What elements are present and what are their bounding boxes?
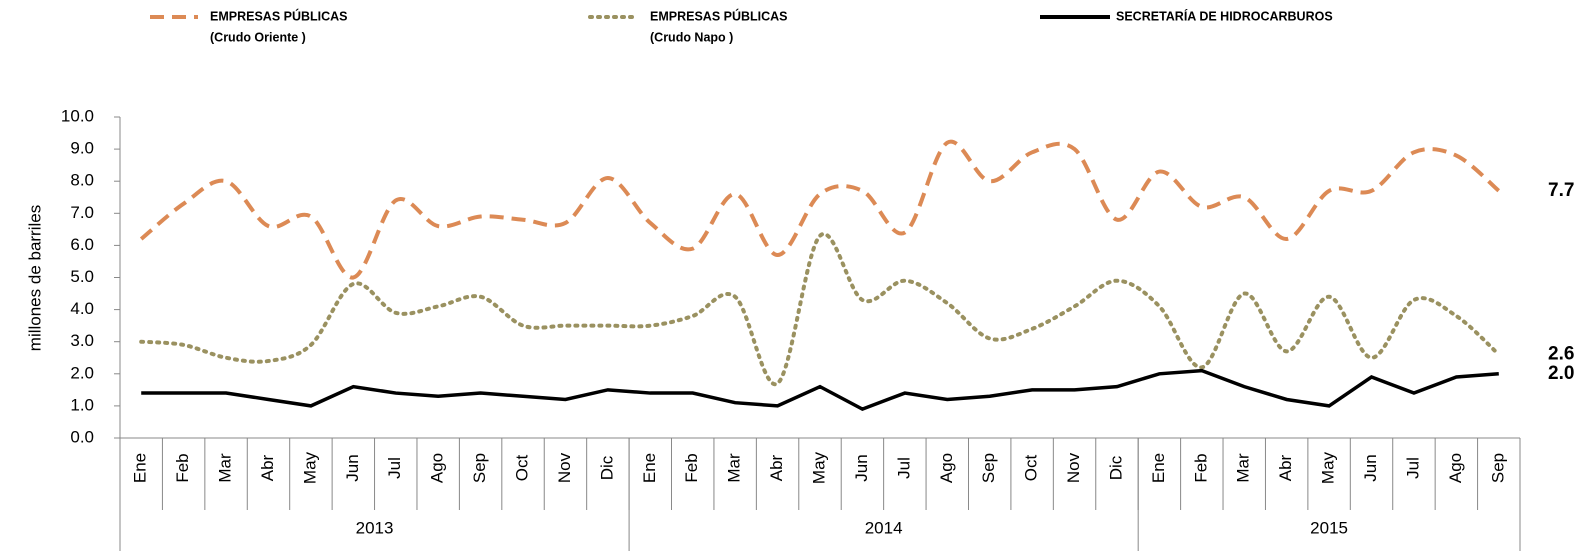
- data-label: 7.7: [1548, 180, 1574, 201]
- x-tick-label: May: [809, 451, 828, 484]
- x-tick-label: Jun: [1361, 454, 1380, 481]
- x-tick-label: May: [300, 451, 319, 484]
- group-label: 2013: [356, 518, 394, 537]
- x-tick-label: Feb: [173, 453, 192, 482]
- x-tick-label: Ago: [428, 453, 447, 483]
- x-tick-label: Ene: [1149, 453, 1168, 483]
- x-tick-label: Nov: [555, 452, 574, 483]
- line: [139, 231, 1501, 387]
- group-label: 2015: [1310, 518, 1348, 537]
- x-tick-label: Mar: [725, 453, 744, 483]
- x-tick-label: Dic: [597, 455, 616, 480]
- x-tick-label: Feb: [1191, 453, 1210, 482]
- x-tick-label: Ene: [640, 453, 659, 483]
- legend-label: EMPRESAS PÚBLICAS: [650, 8, 788, 23]
- x-tick-label: Sep: [470, 453, 489, 483]
- x-tick-label: Oct: [513, 455, 532, 482]
- x-tick-label: Jul: [894, 457, 913, 479]
- x-tick-label: Jun: [343, 454, 362, 481]
- y-tick-label: 6.0: [70, 235, 94, 254]
- y-tick-label: 1.0: [70, 395, 94, 414]
- x-tick-label: Mar: [216, 453, 235, 483]
- legend-label: SECRETARÍA DE HIDROCARBUROS: [1116, 8, 1333, 23]
- line: [141, 368, 1499, 412]
- y-tick-label: 9.0: [70, 139, 94, 158]
- legend-label: EMPRESAS PÚBLICAS: [210, 8, 348, 23]
- x-tick-label: Oct: [1022, 455, 1041, 482]
- x-tick-label: Nov: [1064, 452, 1083, 483]
- legend-label: (Crudo Oriente ): [210, 30, 306, 44]
- x-tick-label: Jul: [385, 457, 404, 479]
- data-label: 2.6: [1548, 344, 1574, 365]
- x-tick-label: Sep: [1488, 453, 1507, 483]
- x-tick-label: May: [1319, 451, 1338, 484]
- y-tick-label: 10.0: [61, 106, 94, 125]
- x-tick-label: Sep: [979, 453, 998, 483]
- x-tick-label: Ago: [937, 453, 956, 483]
- y-tick-label: 3.0: [70, 331, 94, 350]
- y-tick-label: 0.0: [70, 427, 94, 446]
- x-tick-label: Abr: [258, 454, 277, 481]
- y-tick-label: 8.0: [70, 171, 94, 190]
- y-tick-label: 4.0: [70, 299, 94, 318]
- group-label: 2014: [865, 518, 903, 537]
- x-tick-label: Feb: [682, 453, 701, 482]
- x-tick-label: Jul: [1403, 457, 1422, 479]
- y-tick-label: 2.0: [70, 363, 94, 382]
- y-tick-label: 5.0: [70, 267, 94, 286]
- x-tick-label: Ago: [1446, 453, 1465, 483]
- x-tick-label: Dic: [1106, 455, 1125, 480]
- y-tick-label: 7.0: [70, 203, 94, 222]
- line: [139, 139, 1501, 280]
- data-label: 2.0: [1548, 363, 1574, 384]
- legend-label: (Crudo Napo ): [650, 30, 733, 44]
- x-tick-label: Mar: [1234, 453, 1253, 483]
- x-tick-label: Abr: [767, 454, 786, 481]
- x-tick-label: Abr: [1276, 454, 1295, 481]
- x-tick-label: Jun: [852, 454, 871, 481]
- x-tick-label: Ene: [131, 453, 150, 483]
- y-axis-label: millones de barriles: [25, 205, 44, 351]
